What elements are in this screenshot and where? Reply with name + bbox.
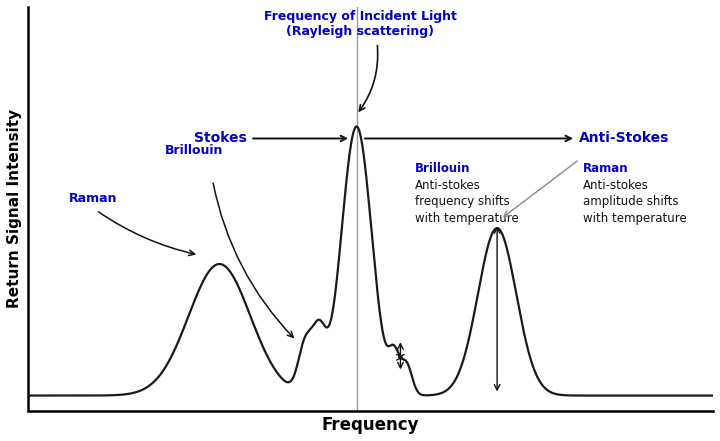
Text: Raman: Raman [68,192,117,205]
Text: Stokes: Stokes [194,131,247,146]
Text: Raman: Raman [582,162,629,176]
Text: Anti-stokes
amplitude shifts
with temperature: Anti-stokes amplitude shifts with temper… [582,162,687,225]
Text: Anti-Stokes: Anti-Stokes [580,131,670,146]
Text: Frequency of Incident Light
(Rayleigh scattering): Frequency of Incident Light (Rayleigh sc… [264,10,456,38]
X-axis label: Frequency: Frequency [322,416,419,434]
Text: Brillouin: Brillouin [165,145,223,157]
Y-axis label: Return Signal Intensity: Return Signal Intensity [7,109,22,308]
Text: Brillouin: Brillouin [415,162,470,176]
Text: Anti-stokes
frequency shifts
with temperature: Anti-stokes frequency shifts with temper… [415,162,518,225]
